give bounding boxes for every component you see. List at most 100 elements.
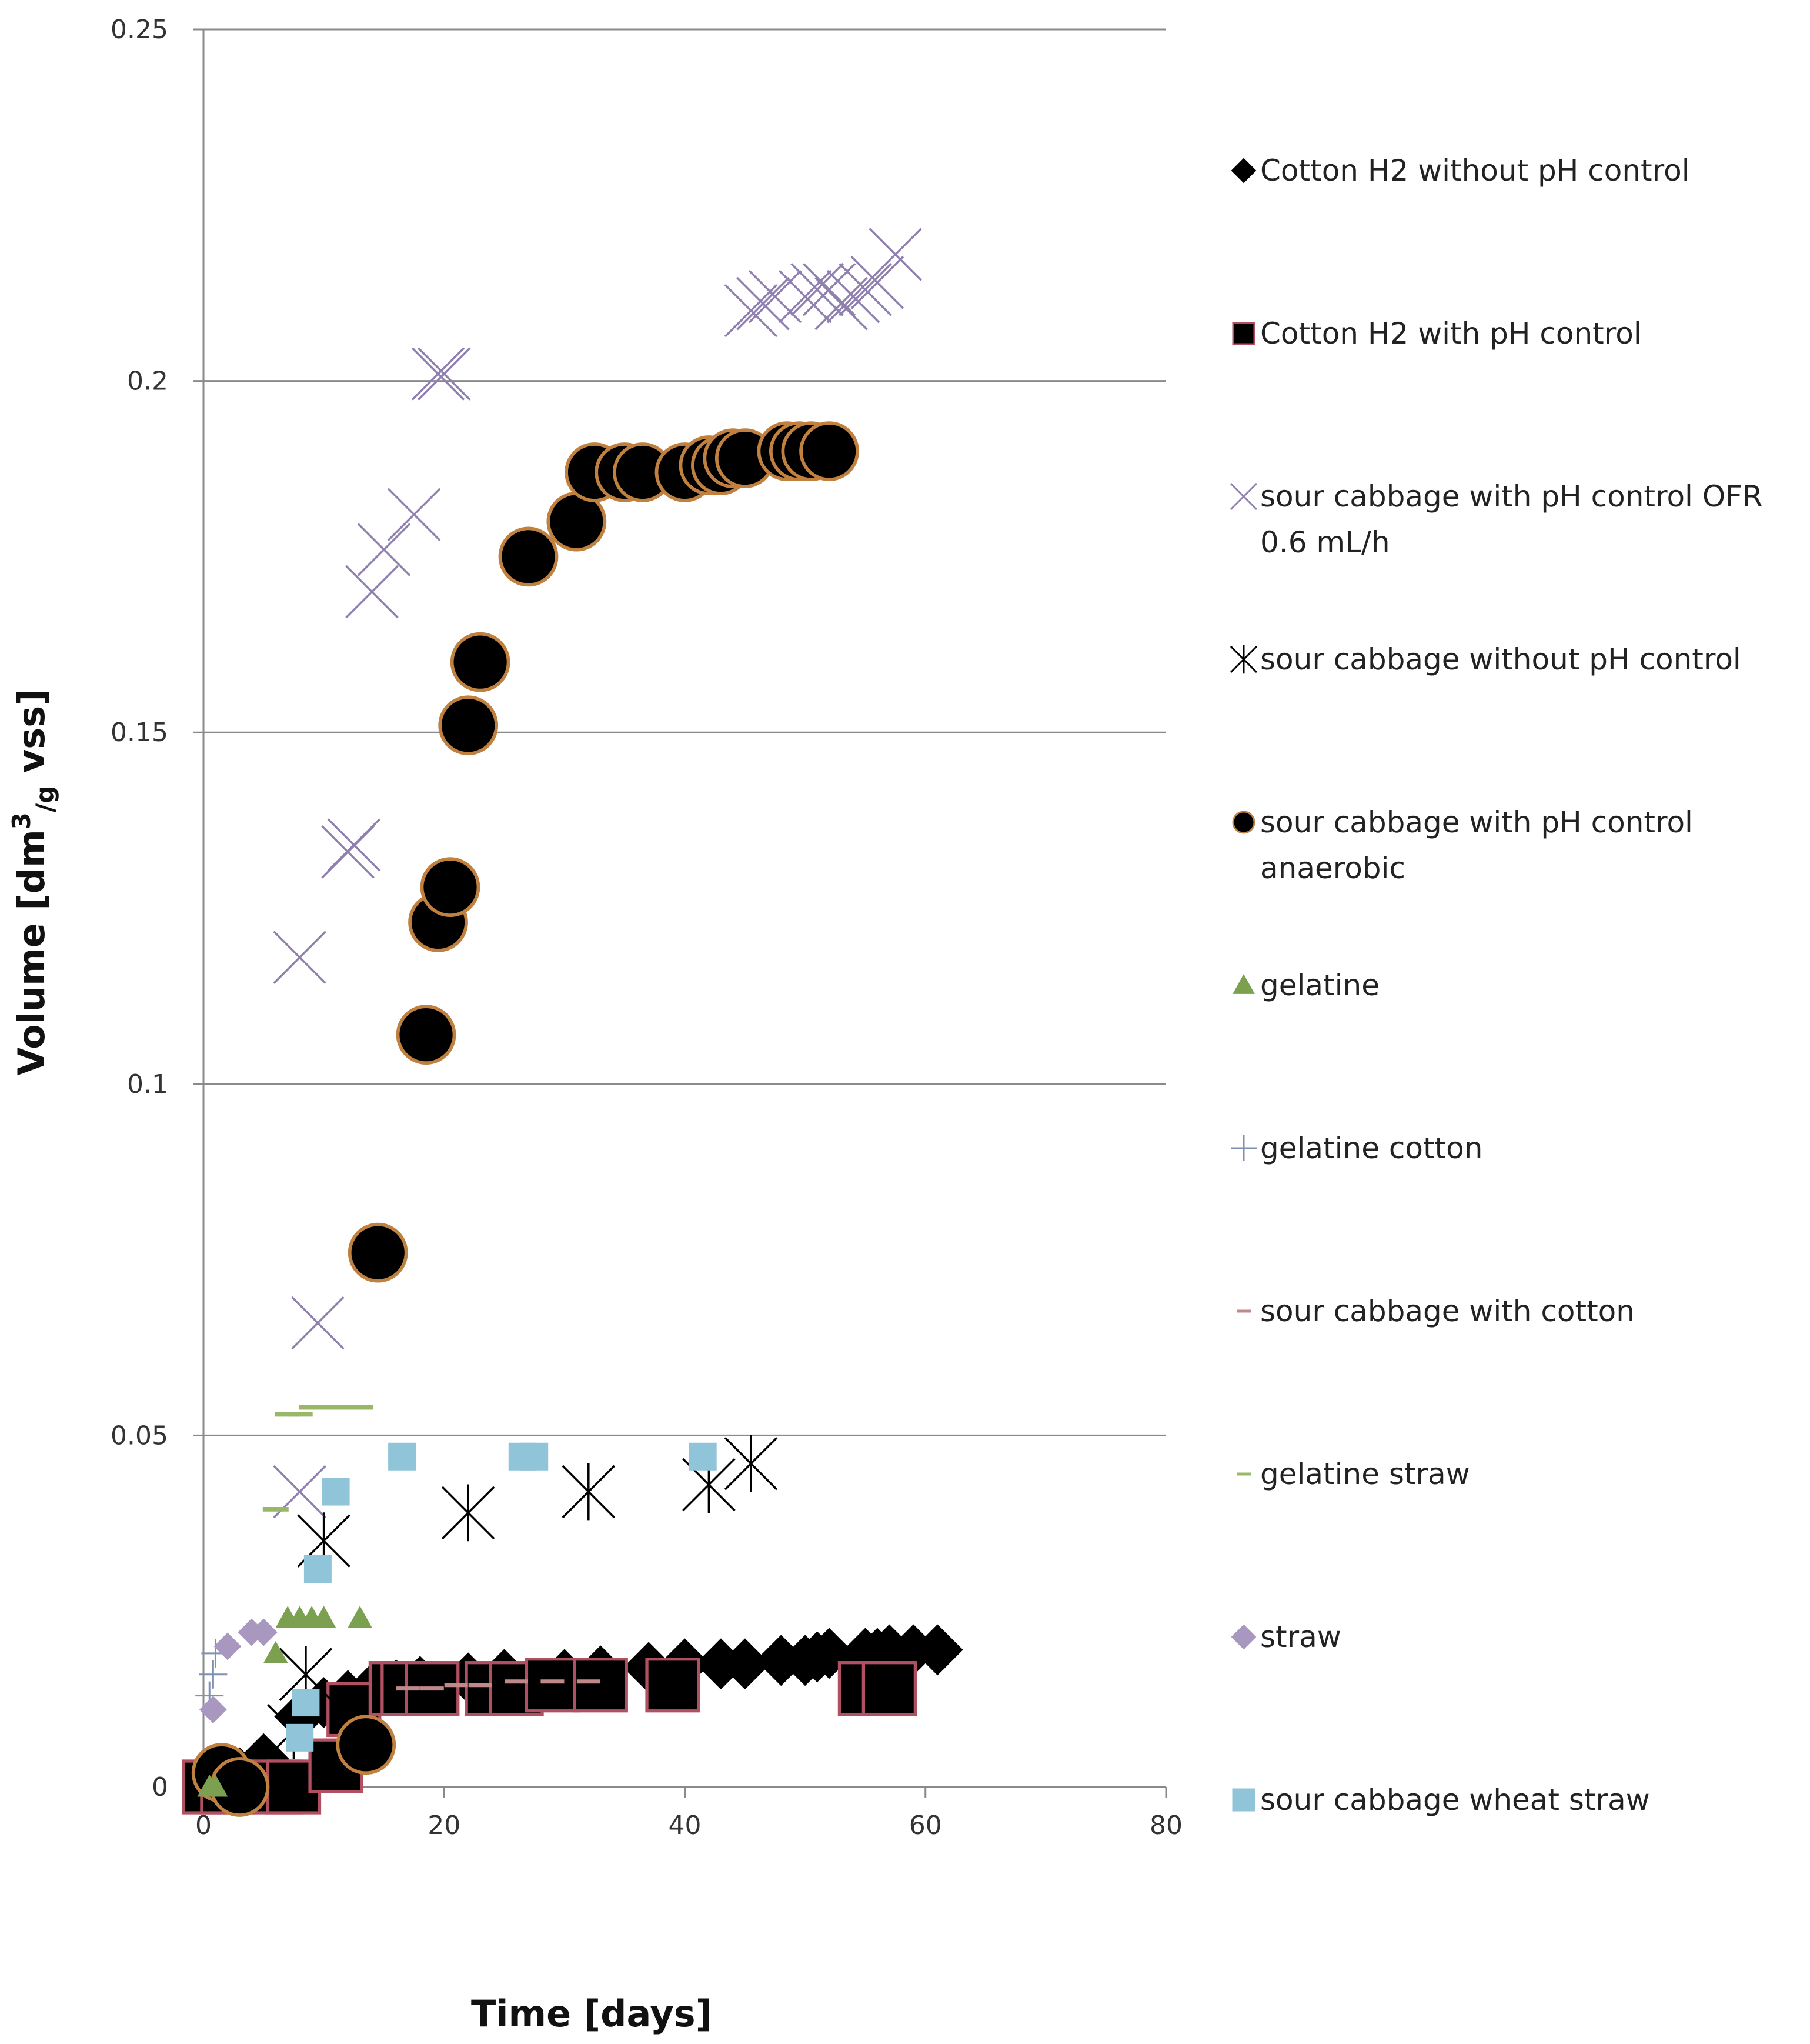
data-point <box>450 632 510 692</box>
x-tick-label: 60 <box>909 1810 942 1840</box>
legend-marker <box>1231 158 1257 184</box>
data-point <box>438 695 499 756</box>
data-point <box>573 1658 628 1713</box>
x-tick-label: 0 <box>195 1810 212 1840</box>
data-point <box>802 262 856 316</box>
data-point <box>525 1658 580 1713</box>
y-tick-label: 0.2 <box>127 366 168 396</box>
data-point <box>498 526 559 587</box>
legend-entry: straw <box>1231 1620 1341 1654</box>
y-tick-label: 0.05 <box>111 1421 168 1451</box>
data-point <box>199 1696 227 1723</box>
data-point <box>411 347 465 401</box>
series-5 <box>197 1606 372 1797</box>
data-points <box>182 228 963 1817</box>
data-point <box>799 421 859 481</box>
legend-label: Cotton H2 with pH control <box>1260 316 1642 351</box>
legend-entry: sour cabbage with pH control anaerobic <box>1232 805 1693 885</box>
data-point <box>199 1660 228 1689</box>
data-point <box>724 284 778 338</box>
data-point <box>357 523 411 576</box>
data-point <box>911 1624 963 1676</box>
data-point <box>814 276 868 331</box>
legend-label: sour cabbage wheat straw <box>1260 1783 1650 1817</box>
legend-marker <box>1232 322 1255 345</box>
data-point <box>790 262 844 316</box>
legend-entry: sour cabbage wheat straw <box>1232 1783 1650 1817</box>
data-point <box>850 256 904 309</box>
legend-label: gelatine <box>1260 968 1380 1002</box>
legend-marker <box>1230 482 1258 511</box>
legend-entry: sour cabbage with cotton <box>1237 1294 1635 1328</box>
axes <box>193 28 1167 1798</box>
y-axis-title-sub: /g <box>31 786 59 812</box>
series-8 <box>262 1405 373 1512</box>
data-point <box>520 1442 549 1471</box>
legend-label: sour cabbage without pH control <box>1260 642 1741 676</box>
legend-label: 0.6 mL/h <box>1260 525 1390 559</box>
y-tick-label: 0.25 <box>111 15 168 45</box>
legend-label: sour cabbage with cotton <box>1260 1294 1635 1328</box>
y-tick-label: 0 <box>152 1772 168 1802</box>
data-point <box>418 347 471 401</box>
legend-label: gelatine straw <box>1260 1457 1470 1491</box>
y-axis-title: Volume [dm3/g vss] <box>7 689 59 1076</box>
data-point <box>869 228 922 281</box>
legend-marker <box>1233 973 1255 994</box>
legend-label: straw <box>1260 1620 1341 1654</box>
legend-entry: sour cabbage without pH control <box>1230 642 1741 676</box>
y-axis-title-suffix: vss] <box>10 689 53 786</box>
data-point <box>249 1618 278 1646</box>
data-point <box>689 1442 717 1471</box>
data-point <box>645 1658 700 1713</box>
legend-entry: Cotton H2 with pH control <box>1232 316 1642 351</box>
data-point <box>441 1484 495 1542</box>
data-point <box>388 1442 416 1471</box>
legend-marker <box>1231 1624 1257 1650</box>
x-tick-label: 40 <box>669 1810 702 1840</box>
legend-entry: gelatine straw <box>1237 1457 1470 1491</box>
data-point <box>322 1478 350 1506</box>
data-point <box>861 1661 917 1716</box>
y-tick-label: 0.1 <box>127 1069 168 1099</box>
data-point <box>286 1723 314 1752</box>
data-point <box>263 1640 288 1663</box>
data-point <box>387 488 441 541</box>
data-point <box>348 1606 372 1628</box>
legend-entry: sour cabbage with pH control OFR 0.6 mL/h <box>1230 479 1763 559</box>
grid <box>203 28 1166 1436</box>
legend-label: Cotton H2 without pH control <box>1260 154 1690 188</box>
series-2 <box>273 228 922 1519</box>
tick-labels: 0 0.05 0.1 0.15 0.2 0.25 0 20 40 60 80 <box>111 15 1183 1840</box>
data-point <box>291 1296 345 1350</box>
data-point <box>562 1463 616 1521</box>
legend-label: sour cabbage with pH control OFR <box>1260 479 1763 513</box>
legend-label: sour cabbage with pH control <box>1260 805 1693 839</box>
legend-entry: gelatine cotton <box>1231 1131 1482 1165</box>
x-tick-label: 80 <box>1150 1810 1183 1840</box>
legend-marker <box>1232 811 1255 834</box>
legend: Cotton H2 without pH control Cotton H2 wi… <box>1230 154 1763 1817</box>
x-axis-title: Time [days] <box>471 1992 712 2035</box>
data-point <box>303 1555 332 1583</box>
series-9 <box>199 1618 278 1723</box>
legend-label: gelatine cotton <box>1260 1131 1482 1165</box>
data-point <box>213 1632 242 1660</box>
series-4 <box>191 421 859 1817</box>
series-7 <box>396 1679 600 1691</box>
legend-entry: gelatine <box>1233 968 1380 1002</box>
series-10 <box>286 1442 717 1752</box>
y-axis-title-prefix: Volume [dm <box>10 829 53 1075</box>
data-point <box>396 1005 456 1065</box>
data-point <box>292 1689 320 1717</box>
legend-label: anaerobic <box>1260 851 1405 885</box>
legend-entry: Cotton H2 without pH control <box>1231 154 1690 188</box>
data-point <box>203 1774 228 1797</box>
data-point <box>345 565 399 619</box>
data-point <box>778 269 832 324</box>
y-tick-label: 0.15 <box>111 718 168 748</box>
data-point <box>724 1435 778 1492</box>
data-point <box>273 931 326 984</box>
legend-marker <box>1230 645 1258 674</box>
